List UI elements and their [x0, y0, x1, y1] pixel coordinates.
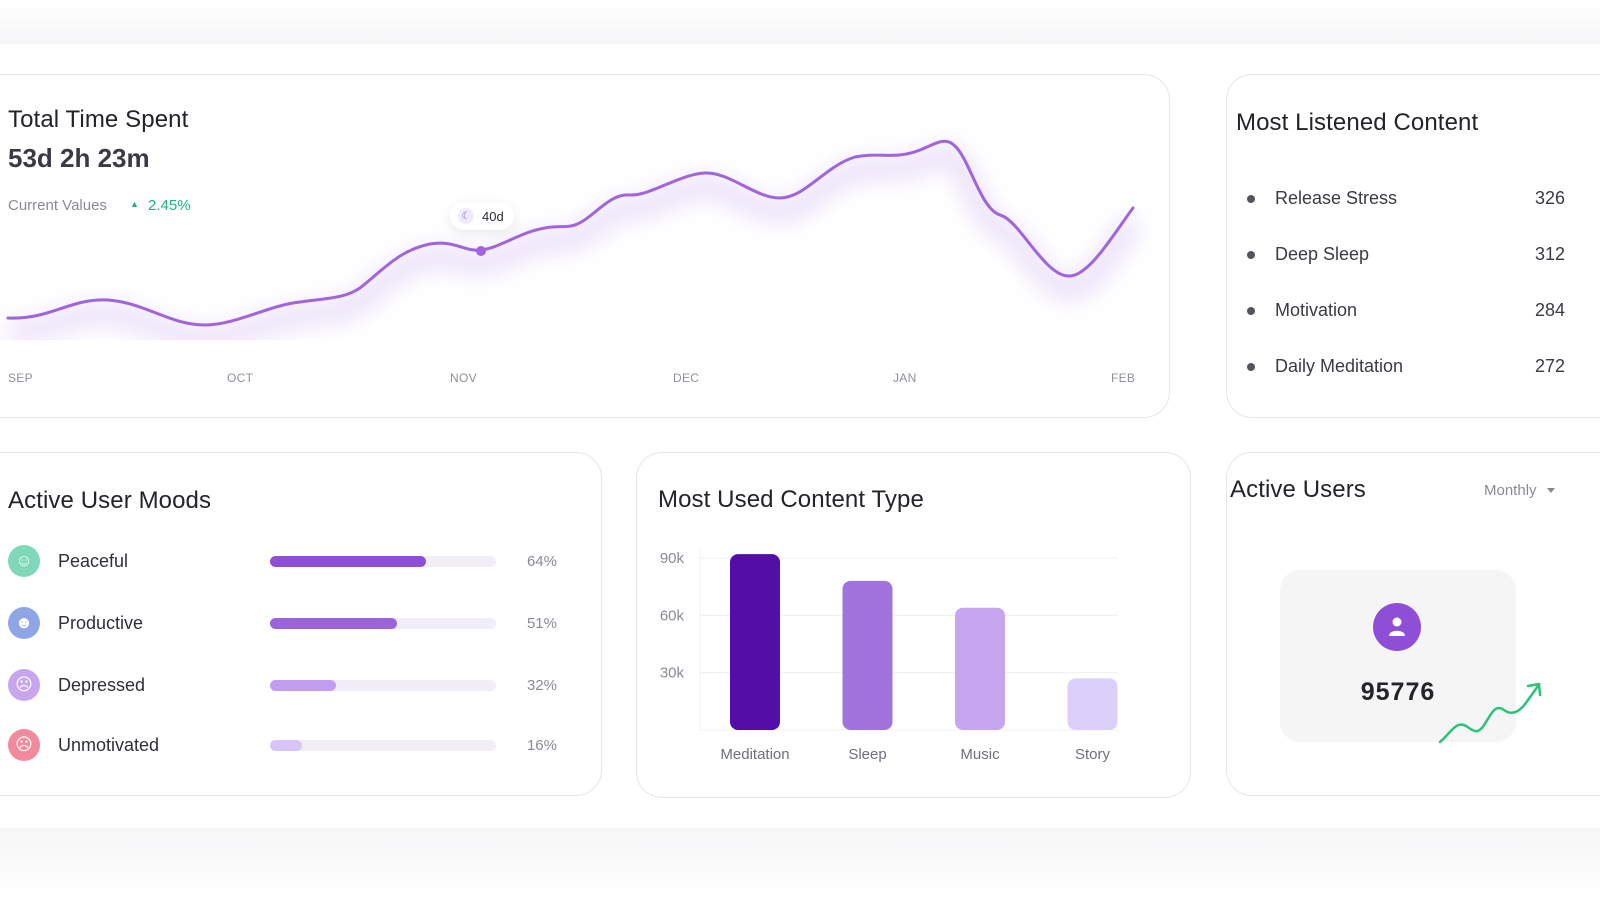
month-label: SEP [8, 371, 33, 385]
active-users-title: Active Users [1230, 476, 1366, 503]
mood-percent: 64% [526, 552, 557, 570]
list-item[interactable]: Motivation 284 [1247, 300, 1565, 321]
time-line-chart [6, 139, 1141, 340]
bullet-icon [1247, 250, 1255, 259]
mood-track [270, 679, 496, 691]
month-label: NOV [450, 371, 477, 385]
list-item[interactable]: Deep Sleep 312 [1247, 244, 1565, 265]
x-category-label: Music [960, 746, 1000, 763]
mood-percent: 16% [526, 736, 557, 754]
period-value: Monthly [1484, 482, 1537, 499]
mood-row-depressed: ☹ Depressed 32% [8, 668, 568, 702]
caret-down-icon [1546, 488, 1555, 493]
content-count: 284 [1534, 300, 1565, 320]
total-time-value: 53d 2h 23m [8, 143, 150, 173]
mood-row-productive: ☻ Productive 51% [8, 606, 568, 640]
mood-bar-fill [270, 617, 397, 629]
top-strip [0, 0, 1600, 44]
user-icon [1373, 603, 1421, 651]
mood-row-peaceful: ☺ Peaceful 64% [8, 544, 568, 578]
tooltip-value: 40d [482, 208, 504, 224]
y-tick-label: 30k [660, 665, 685, 682]
mood-track [270, 555, 496, 567]
bar-music [955, 607, 1005, 730]
content-count: 326 [1534, 188, 1565, 208]
most-listened-card [1226, 74, 1600, 418]
mood-track [270, 739, 496, 751]
total-time-card [0, 74, 1170, 418]
bullet-icon [1247, 194, 1255, 203]
list-item[interactable]: Release Stress 326 [1247, 188, 1565, 209]
chart-tooltip: ☾ 40d [450, 202, 514, 230]
bar-story [1067, 678, 1118, 730]
bar-meditation [730, 554, 780, 730]
frown-icon: ☹ [8, 729, 40, 761]
content-label: Release Stress [1275, 188, 1398, 208]
content-label: Deep Sleep [1275, 244, 1370, 264]
content-type-card [636, 452, 1191, 798]
bar-sleep [842, 580, 893, 730]
trend-arrow-icon [1438, 682, 1542, 744]
mood-percent: 32% [526, 676, 557, 694]
mood-bar-fill [270, 679, 336, 691]
bullet-icon [1247, 306, 1255, 315]
mood-label: Depressed [58, 674, 146, 695]
month-label: DEC [673, 371, 700, 385]
active-moods-title: Active User Moods [8, 487, 212, 514]
mood-row-unmotivated: ☹ Unmotivated 16% [8, 728, 568, 762]
x-category-label: Meditation [720, 746, 789, 763]
month-label: FEB [1111, 371, 1136, 385]
mood-label: Peaceful [58, 550, 129, 571]
happy-icon: ☻ [8, 607, 40, 639]
mood-bar-fill [270, 739, 302, 751]
trend-up-icon: ▲ [130, 199, 139, 209]
most-listened-title: Most Listened Content [1236, 109, 1479, 136]
mood-track [270, 617, 496, 629]
total-time-title: Total Time Spent [8, 106, 189, 133]
month-label: OCT [227, 371, 254, 385]
active-users-count: 95776 [1360, 678, 1436, 706]
x-category-label: Sleep [848, 746, 886, 763]
mood-percent: 51% [526, 614, 557, 632]
content-count: 312 [1534, 244, 1565, 264]
current-values-label: Current Values [8, 197, 107, 214]
content-count: 272 [1534, 356, 1565, 376]
mood-bar-fill [270, 555, 426, 567]
content-type-bar-chart: 30k 60k 90k Meditation Sleep Music Story [660, 550, 1118, 763]
highlight-point [476, 246, 486, 256]
y-tick-label: 90k [660, 550, 685, 567]
change-percent: 2.45% [148, 197, 191, 214]
content-label: Daily Meditation [1275, 356, 1404, 376]
time-series-line [6, 139, 1135, 327]
x-category-label: Story [1075, 746, 1111, 763]
moon-icon: ☾ [458, 208, 474, 224]
active-users-box [1280, 570, 1516, 742]
content-label: Motivation [1275, 300, 1358, 320]
list-item[interactable]: Daily Meditation 272 [1247, 356, 1565, 377]
bottom-strip [0, 828, 1600, 900]
mood-label: Productive [58, 612, 144, 633]
sad-icon: ☹ [8, 669, 40, 701]
bullet-icon [1247, 362, 1255, 371]
smile-icon: ☺ [8, 545, 40, 577]
content-type-title: Most Used Content Type [658, 486, 924, 513]
y-tick-label: 60k [660, 607, 685, 624]
mood-label: Unmotivated [58, 734, 160, 755]
period-dropdown[interactable]: Monthly [1484, 482, 1555, 499]
month-label: JAN [893, 371, 917, 385]
